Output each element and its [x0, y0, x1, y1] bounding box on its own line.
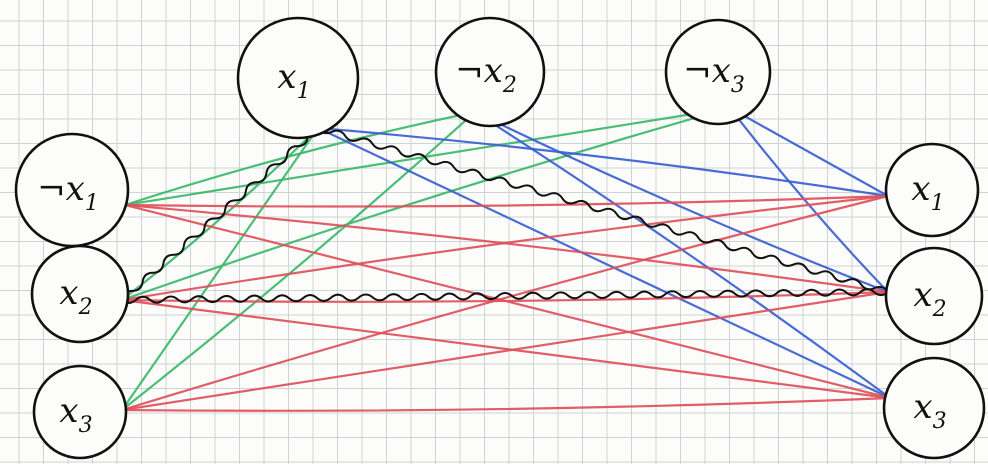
node-subscript: 2 — [502, 73, 517, 98]
edge-green-l3-t2 — [120, 110, 477, 412]
edge-green-l1-t3 — [123, 106, 732, 207]
node-subscript: 1 — [85, 191, 99, 216]
node-circle — [884, 142, 980, 238]
matching-edges-layer — [121, 127, 889, 304]
node-subscript: 3 — [79, 413, 93, 438]
edge-red-l2-r3 — [120, 298, 892, 400]
node-subscript: 1 — [297, 79, 311, 104]
node-label: ¬x2 — [455, 51, 517, 98]
node-right-r1: x1 — [884, 142, 980, 238]
node-subscript: 2 — [78, 295, 93, 320]
node-label: x3 — [59, 391, 92, 438]
node-circle — [32, 364, 128, 460]
edge-blue-t2-r3 — [473, 110, 892, 400]
node-subscript: 2 — [932, 297, 947, 322]
node-label: x3 — [913, 387, 946, 434]
node-left-l1: ¬x1 — [14, 132, 130, 248]
edge-red-l3-r1 — [120, 194, 890, 412]
node-circle — [236, 16, 360, 140]
node-left-l2: x2 — [30, 244, 130, 344]
edge-blue-t2-r2 — [473, 110, 890, 294]
matching-edge-t1-l2 — [121, 127, 319, 301]
node-right-r2: x2 — [884, 246, 984, 346]
edge-red-l1-r1 — [123, 194, 890, 208]
edge-green-l2-t1 — [120, 126, 320, 302]
node-right-r3: x3 — [882, 356, 986, 460]
node-subscript: 1 — [931, 191, 945, 216]
edge-blue-t1-r3 — [316, 126, 892, 400]
edge-green-l2-t3 — [120, 106, 732, 302]
edge-blue-t3-r1 — [728, 106, 890, 198]
node-subscript: 3 — [933, 409, 947, 434]
node-circle — [434, 16, 546, 128]
node-top-t3: ¬x3 — [664, 18, 772, 126]
edge-red-l3-r3 — [120, 396, 892, 412]
edge-blue-t1-r1 — [316, 126, 890, 198]
matching-edge-l2-r2 — [121, 288, 889, 304]
edge-red-l2-r2 — [120, 290, 890, 303]
node-top-t2: ¬x2 — [434, 16, 546, 128]
edges-layer — [120, 106, 892, 412]
edge-red-l3-r2 — [120, 290, 890, 412]
node-circle — [30, 244, 130, 344]
node-subscript: 3 — [731, 73, 745, 98]
matching-edge-t1-r2 — [317, 127, 889, 293]
node-left-l3: x3 — [32, 364, 128, 460]
edge-red-l2-r1 — [120, 194, 890, 302]
node-circle — [882, 356, 986, 460]
edge-green-l3-t1 — [120, 126, 320, 412]
node-circle — [664, 18, 772, 126]
node-circle — [884, 246, 984, 346]
node-top-t1: x1 — [236, 16, 360, 140]
